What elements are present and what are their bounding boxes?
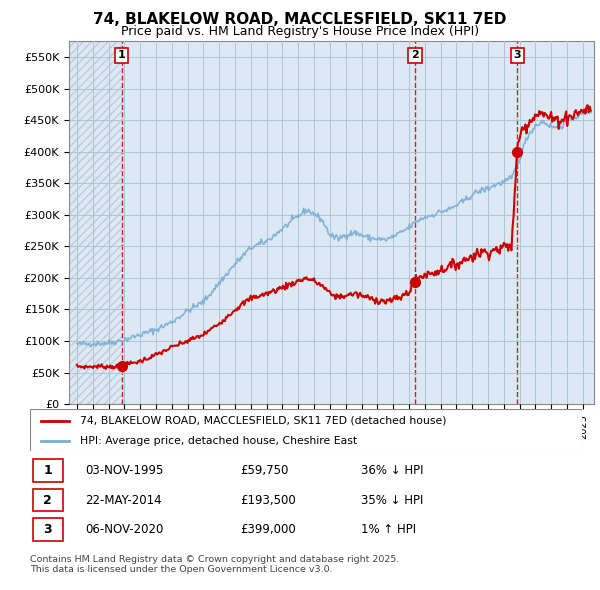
Text: 06-NOV-2020: 06-NOV-2020 <box>85 523 164 536</box>
Text: 2: 2 <box>43 493 52 507</box>
Text: HPI: Average price, detached house, Cheshire East: HPI: Average price, detached house, Ches… <box>80 436 357 445</box>
Text: 3: 3 <box>43 523 52 536</box>
FancyBboxPatch shape <box>30 409 582 451</box>
Text: 1: 1 <box>118 50 125 60</box>
Text: £399,000: £399,000 <box>240 523 296 536</box>
Text: 1% ↑ HPI: 1% ↑ HPI <box>361 523 416 536</box>
Bar <box>69 41 122 404</box>
FancyBboxPatch shape <box>33 518 63 540</box>
Text: 3: 3 <box>514 50 521 60</box>
Text: 22-MAY-2014: 22-MAY-2014 <box>85 493 162 507</box>
Point <box>117 362 127 371</box>
Text: 74, BLAKELOW ROAD, MACCLESFIELD, SK11 7ED (detached house): 74, BLAKELOW ROAD, MACCLESFIELD, SK11 7E… <box>80 416 446 426</box>
Text: 2: 2 <box>411 50 419 60</box>
Text: 35% ↓ HPI: 35% ↓ HPI <box>361 493 424 507</box>
Point <box>512 148 522 157</box>
Text: Contains HM Land Registry data © Crown copyright and database right 2025.
This d: Contains HM Land Registry data © Crown c… <box>30 555 400 574</box>
Text: 1: 1 <box>43 464 52 477</box>
Text: 36% ↓ HPI: 36% ↓ HPI <box>361 464 424 477</box>
Text: 03-NOV-1995: 03-NOV-1995 <box>85 464 164 477</box>
Text: £193,500: £193,500 <box>240 493 296 507</box>
FancyBboxPatch shape <box>33 460 63 482</box>
Text: £59,750: £59,750 <box>240 464 288 477</box>
FancyBboxPatch shape <box>33 489 63 512</box>
Text: Price paid vs. HM Land Registry's House Price Index (HPI): Price paid vs. HM Land Registry's House … <box>121 25 479 38</box>
Text: 74, BLAKELOW ROAD, MACCLESFIELD, SK11 7ED: 74, BLAKELOW ROAD, MACCLESFIELD, SK11 7E… <box>94 12 506 27</box>
Point <box>410 277 420 287</box>
